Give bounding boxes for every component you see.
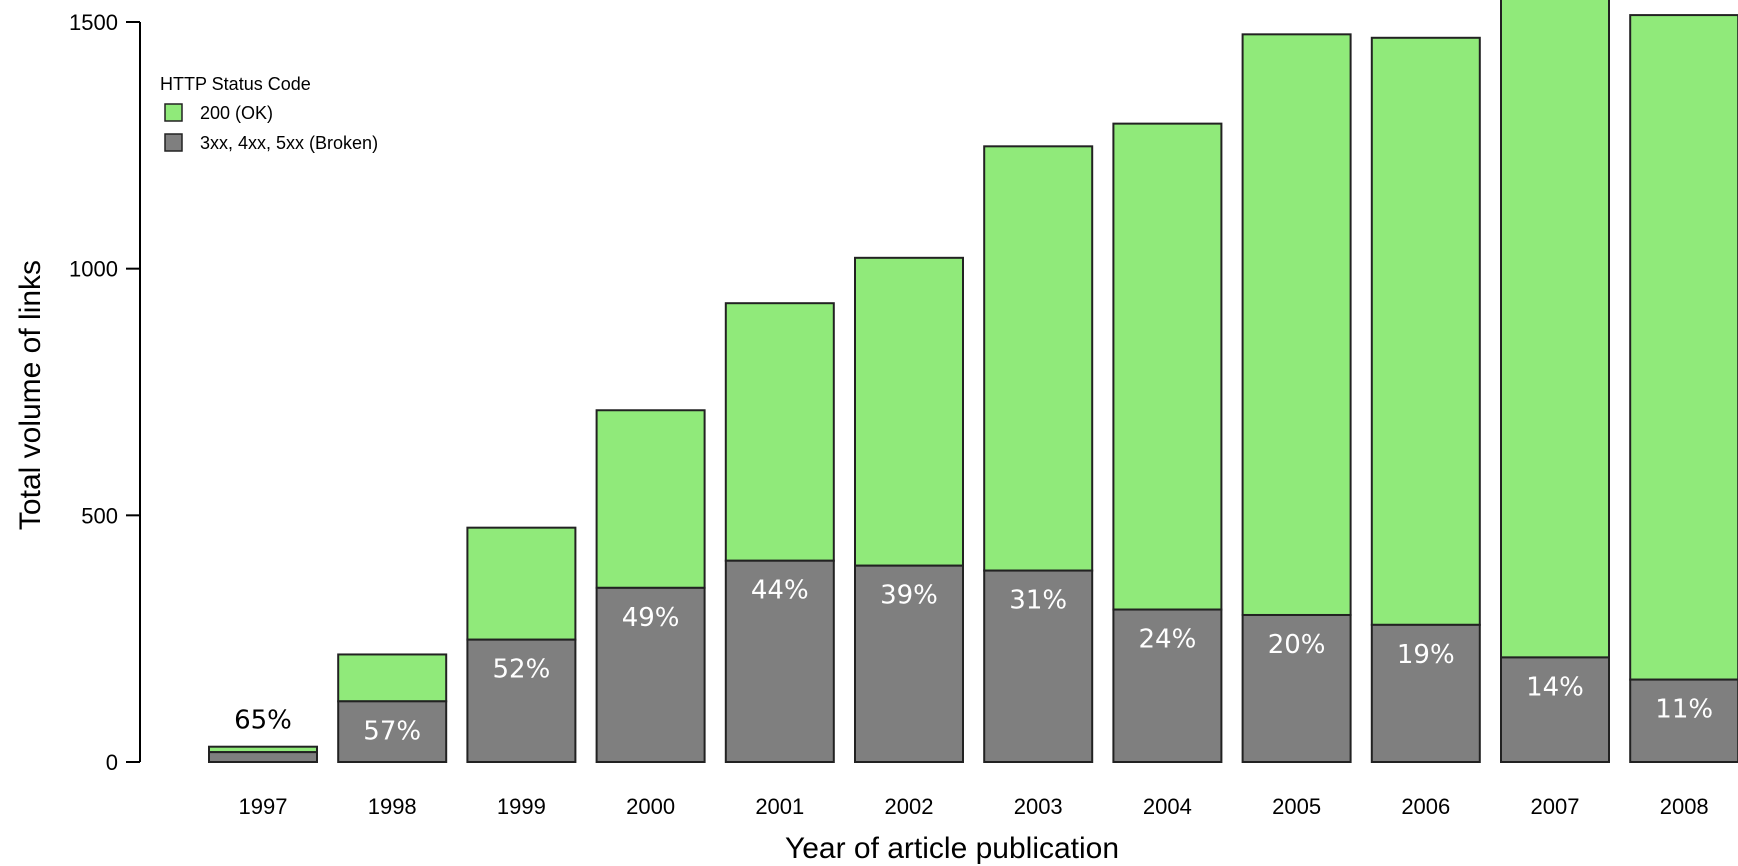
x-tick-label: 2004 xyxy=(1143,794,1192,819)
bar-ok-1999 xyxy=(466,526,577,641)
bar-ok-2007 xyxy=(1500,0,1610,659)
data-label: 65% xyxy=(234,706,292,736)
bar-broken-2004 xyxy=(1112,608,1223,763)
y-axis-title: Total volume of links xyxy=(14,260,47,530)
bar-broken-2002 xyxy=(854,564,964,763)
bar-ok-1998 xyxy=(337,653,448,703)
data-label: 57% xyxy=(363,716,421,746)
bar-broken-2005 xyxy=(1241,613,1352,764)
bar-broken-2007 xyxy=(1500,656,1610,763)
x-tick-label: 2007 xyxy=(1531,794,1580,819)
bar-broken-1999 xyxy=(466,638,577,763)
x-axis-title: Year of article publication xyxy=(785,832,1119,865)
data-label: 39% xyxy=(880,581,938,611)
legend-swatch xyxy=(164,133,183,152)
data-label: 14% xyxy=(1526,672,1584,702)
bar-ok-2001 xyxy=(724,302,835,562)
legend-entry: 3xx, 4xx, 5xx (Broken) xyxy=(200,133,378,153)
data-label: 19% xyxy=(1397,640,1455,670)
x-tick-label: 2003 xyxy=(1014,794,1063,819)
bar-broken-2001 xyxy=(724,559,835,763)
bar-broken-1997 xyxy=(208,751,318,764)
x-tick-label: 2002 xyxy=(885,794,934,819)
y-tick-label: 0 xyxy=(106,750,118,775)
data-label: 49% xyxy=(622,603,680,633)
legend-title: HTTP Status Code xyxy=(160,74,311,94)
x-tick-label: 1998 xyxy=(368,794,417,819)
x-tick-label: 1997 xyxy=(239,794,288,819)
legend: HTTP Status Code 200 (OK) 3xx, 4xx, 5xx (… xyxy=(160,74,378,153)
x-axis: 1997 1998 1999 2000 2001 2002 2003 2004 2005 2006… xyxy=(239,794,1709,819)
bar-ok-2008 xyxy=(1629,14,1738,681)
bar-broken-2008 xyxy=(1629,678,1738,764)
bar-ok-2006 xyxy=(1370,36,1481,626)
bar-broken-2003 xyxy=(983,569,1094,763)
x-tick-label: 1999 xyxy=(497,794,546,819)
x-tick-label: 2008 xyxy=(1660,794,1709,819)
bar-ok-2003 xyxy=(983,145,1094,572)
data-label: 20% xyxy=(1268,630,1326,660)
data-label: 24% xyxy=(1139,625,1197,655)
percentage-labels: 65% 57% 52% 49% 44% 39% 31% 24% 20% 19% 14% 11% xyxy=(234,576,1713,747)
x-tick-label: 2000 xyxy=(626,794,675,819)
bars xyxy=(208,0,1738,764)
x-tick-label: 2005 xyxy=(1272,794,1321,819)
y-tick-label: 500 xyxy=(81,503,118,528)
bar-broken-2006 xyxy=(1370,623,1481,763)
data-label: 52% xyxy=(493,655,551,685)
legend-entry: 200 (OK) xyxy=(200,103,273,123)
bar-ok-2004 xyxy=(1112,122,1223,611)
data-label: 44% xyxy=(751,576,809,606)
bar-broken-2000 xyxy=(595,586,706,763)
x-tick-label: 2001 xyxy=(755,794,804,819)
data-label: 31% xyxy=(1009,586,1067,616)
bar-ok-2000 xyxy=(595,409,706,589)
y-tick-label: 1500 xyxy=(69,10,118,35)
x-tick-label: 2006 xyxy=(1401,794,1450,819)
bar-ok-2002 xyxy=(854,256,964,567)
y-tick-label: 1000 xyxy=(69,257,118,282)
data-label: 11% xyxy=(1655,695,1713,725)
bar-broken-1998 xyxy=(337,700,448,764)
bar-ok-2005 xyxy=(1241,33,1352,616)
legend-swatch xyxy=(164,103,183,122)
y-axis: 0 500 1000 1500 xyxy=(69,10,141,775)
